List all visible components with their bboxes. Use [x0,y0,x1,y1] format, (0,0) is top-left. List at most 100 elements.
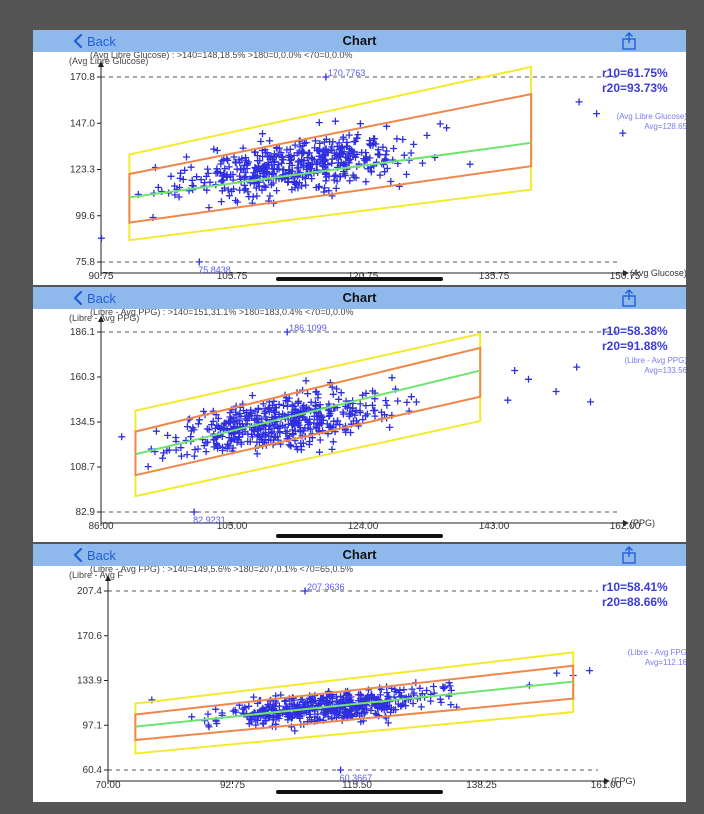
data-point [245,720,253,728]
data-point [221,165,229,173]
data-point [232,197,240,204]
data-point [253,165,261,173]
data-point [394,700,402,708]
data-point [300,162,307,169]
data-point [302,181,310,189]
data-point [237,438,245,446]
data-point [212,705,220,713]
chart-summary: (Libre - Avg PPG) : >140=151,31.1% >180=… [90,309,354,317]
home-indicator [276,790,443,794]
data-point [358,710,366,718]
data-point [362,389,370,397]
data-point [225,163,233,171]
share-icon[interactable] [621,546,637,564]
data-point [379,143,387,151]
data-point [327,423,335,431]
data-point [323,693,331,701]
data-point [292,443,300,451]
average-value: Avg=112.16 [644,658,686,667]
data-point [306,713,313,721]
data-point [239,705,247,713]
data-point [410,140,418,148]
share-icon[interactable] [621,289,637,307]
band-10-percent [134,346,482,477]
data-point [175,193,183,201]
back-button[interactable]: Back [73,32,116,50]
data-point [195,258,203,266]
data-point [399,136,407,143]
data-point [340,694,348,702]
data-point [291,177,299,185]
data-point [352,153,359,161]
data-point [362,155,370,163]
data-point [329,390,337,398]
data-point [593,110,601,118]
data-point [214,415,222,422]
data-point [298,414,306,421]
data-point [328,445,336,453]
data-point [241,169,249,176]
data-point [308,160,316,168]
data-point [437,698,445,706]
data-point [319,147,327,154]
data-point [314,394,322,402]
data-point [257,435,265,443]
data-point [197,176,205,184]
data-point [165,446,173,454]
data-point [306,438,314,445]
data-point [311,137,319,145]
data-point [321,700,329,708]
x-tick-label: 138.25 [466,780,497,791]
data-point [374,704,381,711]
y-tick-label: 147.0 [70,118,95,129]
data-point [305,421,312,428]
data-point [211,435,219,443]
data-point [301,175,309,183]
data-point [294,164,302,172]
navigation-bar: Back Chart [33,30,686,52]
data-point [410,689,418,697]
data-point [356,120,364,128]
data-point [304,390,312,398]
data-point [265,426,273,433]
data-point [221,184,228,192]
data-point [342,698,350,706]
data-point [286,700,294,708]
data-point [408,685,416,693]
data-point [211,424,219,432]
data-point [417,703,425,711]
data-point [193,173,201,181]
data-point [280,402,287,409]
x-tick-label: 120.75 [348,271,379,282]
x-tick-label: 92.75 [220,780,245,791]
data-point [252,721,260,729]
error-rate-stats: r10=58.41% r20=88.66% [602,580,686,610]
max-value-label: 207.3636 [307,582,345,592]
x-tick-label: 143.00 [479,521,510,532]
data-point [299,439,307,447]
data-point [359,416,367,424]
data-point [387,178,395,185]
scatter-points [118,328,594,516]
data-point [282,702,290,710]
x-tick-label: 124.00 [348,521,379,532]
share-icon[interactable] [621,32,637,50]
page-title: Chart [342,290,377,305]
back-button[interactable]: Back [73,546,116,564]
data-point [254,157,262,165]
back-button[interactable]: Back [73,289,116,307]
data-point [284,178,292,186]
data-point [177,452,185,460]
data-point [346,707,354,715]
data-point [239,430,247,438]
band-10-percent [128,92,533,224]
data-point [312,423,320,431]
y-tick-label: 207.4 [77,586,102,597]
data-point [286,145,294,153]
max-value-label: 186.1099 [289,323,327,333]
data-point [244,438,252,445]
data-point [251,416,258,424]
chart-summary: (Avg Libre Glucose) : >140=148,18.5% >18… [90,52,353,60]
data-point [361,708,369,716]
data-point [320,708,328,716]
